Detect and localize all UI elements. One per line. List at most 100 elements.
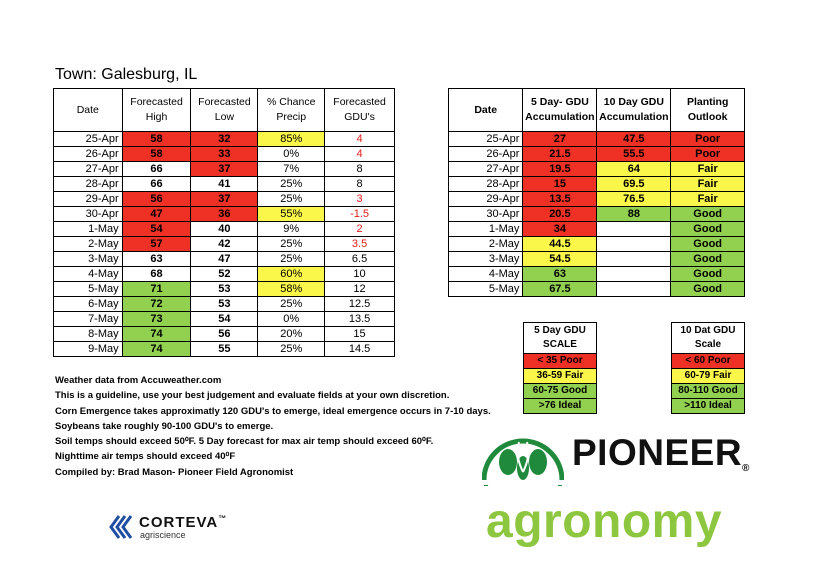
outlook-cell: Good <box>670 221 745 237</box>
gdu-cell: 3 <box>324 191 395 207</box>
gdu-5day-cell: 34 <box>522 221 598 237</box>
gdu-cell: 8 <box>324 176 395 192</box>
date-cell: 27-Apr <box>447 161 524 177</box>
forecast-row: 26-Apr 58 33 0% 4 <box>53 146 395 162</box>
gdu-cell: 6.5 <box>324 251 395 267</box>
gdu-5day-cell: 21.5 <box>522 146 598 162</box>
date-cell: 5-May <box>447 281 524 297</box>
precip-cell: 58% <box>257 281 326 297</box>
low-cell: 41 <box>190 176 259 192</box>
pioneer-mark-icon <box>482 438 564 486</box>
precip-cell: 55% <box>257 206 326 222</box>
outlook-cell: Good <box>670 251 745 267</box>
gdu-5day-cell: 15 <box>522 176 598 192</box>
gdu-cell: 3.5 <box>324 236 395 252</box>
precip-cell: 7% <box>257 161 326 177</box>
header-precip: % Chance Precip <box>257 88 326 132</box>
gdu-5day-cell: 13.5 <box>522 191 598 207</box>
forecast-row: 5-May 71 53 58% 12 <box>53 281 395 297</box>
low-cell: 53 <box>190 281 259 297</box>
header-outlook: Planting Outlook <box>670 88 745 132</box>
date-cell: 4-May <box>53 266 123 282</box>
scale-10-fair: 60-79 Fair <box>671 368 745 384</box>
outlook-cell: Good <box>670 266 745 282</box>
forecast-row: 8-May 74 56 20% 15 <box>53 326 395 342</box>
notes-block: Weather data from Accuweather.com This i… <box>55 373 491 480</box>
date-cell: 8-May <box>53 326 123 342</box>
gdu-5day-cell: 20.5 <box>522 206 598 222</box>
gdu-5day-cell: 54.5 <box>522 251 598 267</box>
forecast-row: 29-Apr 56 37 25% 3 <box>53 191 395 207</box>
precip-cell: 25% <box>257 191 326 207</box>
scale-10-poor: < 60 Poor <box>671 353 745 369</box>
date-cell: 29-Apr <box>447 191 524 207</box>
header-gdu: Forecasted GDU's <box>324 88 395 132</box>
date-cell: 26-Apr <box>53 146 123 162</box>
outlook-cell: Fair <box>670 176 745 192</box>
low-cell: 32 <box>190 131 259 147</box>
forecast-row: 2-May 57 42 25% 3.5 <box>53 236 395 252</box>
low-cell: 55 <box>190 341 259 357</box>
high-cell: 57 <box>121 236 192 252</box>
precip-cell: 85% <box>257 131 326 147</box>
note-guideline: This is a guideline, use your best judge… <box>55 390 450 402</box>
gdu-10day-cell <box>596 266 672 282</box>
gdu-10day-cell: 69.5 <box>596 176 672 192</box>
scale-5-ideal: >76 Ideal <box>523 398 597 414</box>
precip-cell: 0% <box>257 146 326 162</box>
forecast-row: 9-May 74 55 25% 14.5 <box>53 341 395 357</box>
header-high: Forecasted High <box>121 88 192 132</box>
low-cell: 33 <box>190 146 259 162</box>
forecast-row: 25-Apr 58 32 85% 4 <box>53 131 395 147</box>
low-cell: 37 <box>190 191 259 207</box>
accumulation-row: 3-May 54.5 Good <box>447 251 745 267</box>
outlook-cell: Fair <box>670 191 745 207</box>
high-cell: 72 <box>121 296 192 312</box>
low-cell: 37 <box>190 161 259 177</box>
accumulation-row: 5-May 67.5 Good <box>447 281 745 297</box>
forecast-row: 30-Apr 47 36 55% -1.5 <box>53 206 395 222</box>
scale-10-ideal: >110 Ideal <box>671 398 745 414</box>
high-cell: 68 <box>121 266 192 282</box>
forecast-row: 7-May 73 54 0% 13.5 <box>53 311 395 327</box>
date-cell: 25-Apr <box>447 131 524 147</box>
note-weather-source: Weather data from Accuweather.com <box>55 375 222 386</box>
date-cell: 1-May <box>447 221 524 237</box>
forecast-row: 4-May 68 52 60% 10 <box>53 266 395 282</box>
gdu-cell: 12.5 <box>324 296 395 312</box>
date-cell: 3-May <box>53 251 123 267</box>
date-cell: 29-Apr <box>53 191 123 207</box>
date-cell: 5-May <box>53 281 123 297</box>
date-cell: 28-Apr <box>447 176 524 192</box>
accumulation-row: 1-May 34 Good <box>447 221 745 237</box>
corteva-logo: CORTEVA™ agriscience <box>107 514 247 544</box>
high-cell: 47 <box>121 206 192 222</box>
header-5day: 5 Day- GDU Accumulation <box>522 88 598 132</box>
forecast-table: Date Forecasted High Forecasted Low % Ch… <box>53 88 395 357</box>
pioneer-logo: PIONEER® agronomy <box>482 430 752 550</box>
precip-cell: 25% <box>257 236 326 252</box>
gdu-cell: 14.5 <box>324 341 395 357</box>
precip-cell: 25% <box>257 296 326 312</box>
high-cell: 66 <box>121 176 192 192</box>
agronomy-wordmark: agronomy <box>486 495 723 548</box>
gdu-10day-cell: 55.5 <box>596 146 672 162</box>
gdu-5day-cell: 63 <box>522 266 598 282</box>
forecast-header-row: Date Forecasted High Forecasted Low % Ch… <box>53 88 395 132</box>
accumulation-row: 27-Apr 19.5 64 Fair <box>447 161 745 177</box>
outlook-cell: Poor <box>670 146 745 162</box>
gdu-10day-cell <box>596 281 672 297</box>
high-cell: 71 <box>121 281 192 297</box>
gdu-5day-cell: 67.5 <box>522 281 598 297</box>
gdu-cell: 2 <box>324 221 395 237</box>
outlook-cell: Good <box>670 281 745 297</box>
scale-5-poor: < 35 Poor <box>523 353 597 369</box>
outlook-cell: Good <box>670 236 745 252</box>
date-cell: 3-May <box>447 251 524 267</box>
gdu-10day-cell <box>596 221 672 237</box>
precip-cell: 20% <box>257 326 326 342</box>
date-cell: 6-May <box>53 296 123 312</box>
precip-cell: 25% <box>257 341 326 357</box>
scale-5-fair: 36-59 Fair <box>523 368 597 384</box>
low-cell: 36 <box>190 206 259 222</box>
